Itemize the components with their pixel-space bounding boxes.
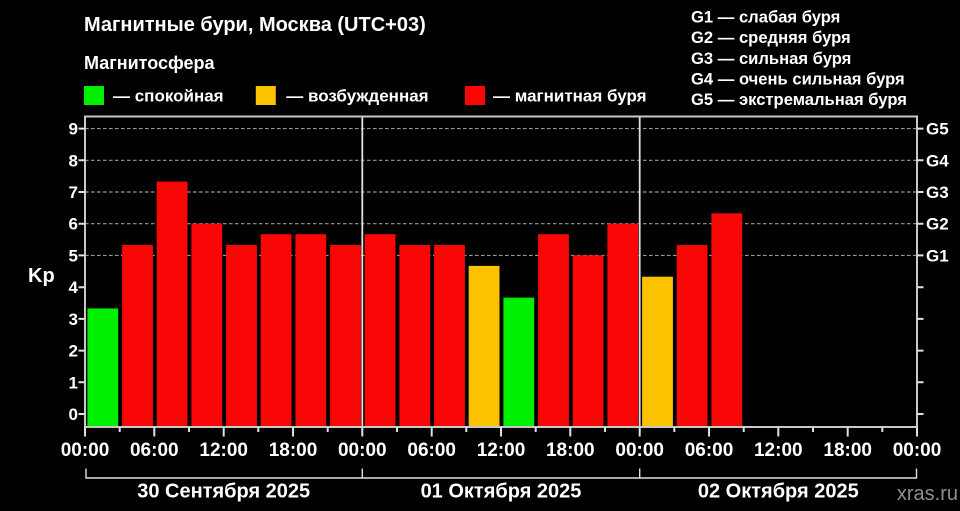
svg-text:4: 4 [69,278,79,297]
svg-text:00:00: 00:00 [615,440,664,461]
svg-text:G2 — средняя буря: G2 — средняя буря [691,28,851,47]
svg-text:18:00: 18:00 [823,440,872,461]
svg-text:18:00: 18:00 [546,440,595,461]
svg-text:Магнитосфера: Магнитосфера [84,53,216,73]
svg-text:Магнитные бури, Москва (UTC+03: Магнитные бури, Москва (UTC+03) [84,14,426,36]
svg-text:18:00: 18:00 [269,440,318,461]
svg-text:2: 2 [69,342,78,361]
svg-text:12:00: 12:00 [754,440,803,461]
svg-text:06:00: 06:00 [685,440,734,461]
svg-text:00:00: 00:00 [893,440,942,461]
svg-text:01 Октября 2025: 01 Октября 2025 [421,481,582,503]
svg-text:00:00: 00:00 [61,440,110,461]
svg-text:1: 1 [69,373,78,392]
svg-text:G1: G1 [926,246,949,265]
svg-text:9: 9 [69,120,78,139]
svg-text:Kp: Kp [28,265,55,287]
svg-text:G3: G3 [926,183,949,202]
svg-text:— спокойная: — спокойная [113,87,224,106]
svg-text:5: 5 [69,246,78,265]
svg-text:02 Октября 2025: 02 Октября 2025 [698,481,859,503]
svg-text:12:00: 12:00 [477,440,526,461]
svg-text:G5 — экстремальная буря: G5 — экстремальная буря [691,90,907,109]
svg-text:— магнитная буря: — магнитная буря [493,87,647,106]
svg-text:G1 — слабая буря: G1 — слабая буря [691,8,840,27]
svg-text:12:00: 12:00 [199,440,248,461]
svg-text:— возбужденная: — возбужденная [286,87,428,106]
svg-text:G4: G4 [926,151,949,170]
svg-text:0: 0 [69,405,78,424]
svg-text:G5: G5 [926,120,949,139]
svg-text:7: 7 [69,183,78,202]
svg-text:G2: G2 [926,215,949,234]
svg-text:xras.ru: xras.ru [897,483,958,505]
svg-text:06:00: 06:00 [407,440,456,461]
svg-text:G4 — очень сильная буря: G4 — очень сильная буря [691,69,905,88]
svg-text:00:00: 00:00 [338,440,387,461]
svg-text:8: 8 [69,151,78,170]
svg-text:30 Сентября 2025: 30 Сентября 2025 [137,481,310,503]
svg-text:06:00: 06:00 [130,440,179,461]
svg-text:G3 — сильная буря: G3 — сильная буря [691,49,851,68]
svg-text:3: 3 [69,310,78,329]
svg-text:6: 6 [69,215,78,234]
